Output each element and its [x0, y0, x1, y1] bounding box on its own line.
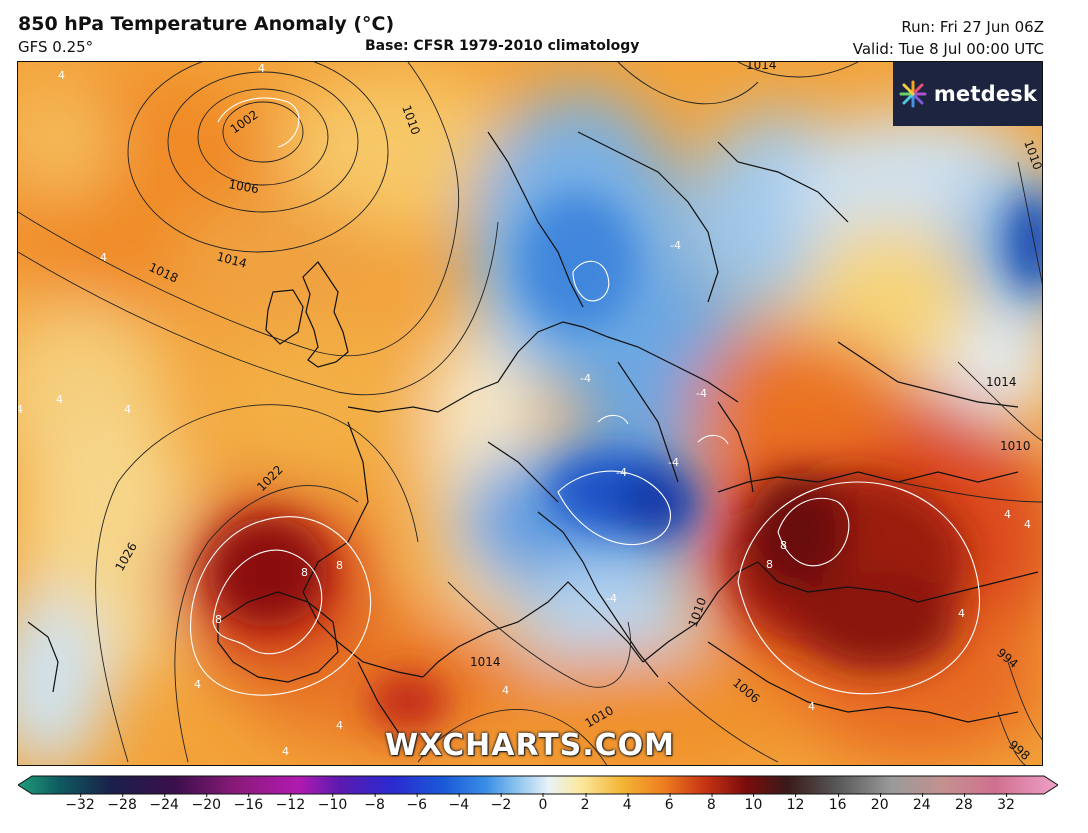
anomaly-label: -4 — [668, 456, 679, 469]
isobar-label: 1010 — [1000, 439, 1031, 453]
anomaly-label: 8 — [336, 559, 343, 572]
anomaly-label: 4 — [18, 403, 23, 416]
colorbar-scale — [18, 775, 1058, 795]
starburst-logo-icon — [899, 80, 927, 108]
colorbar-tick-label: −6 — [406, 793, 428, 813]
colorbar-tick-label: 0 — [538, 793, 548, 813]
anomaly-label: -4 — [580, 372, 591, 385]
colorbar-tick-label: 6 — [664, 793, 674, 813]
isobars — [18, 62, 1042, 765]
colorbar-tick-label: 12 — [786, 793, 805, 813]
header-left: 850 hPa Temperature Anomaly (°C) GFS 0.2… — [18, 12, 394, 57]
colorbar-tick-label: −28 — [107, 793, 137, 813]
anomaly-cores — [208, 192, 1042, 732]
anomaly-label: 8 — [780, 539, 787, 552]
colorbar-tick-label: −24 — [149, 793, 179, 813]
chart-title: 850 hPa Temperature Anomaly (°C) — [18, 13, 395, 35]
wxcharts-watermark: WXCHARTS.COM — [384, 728, 676, 763]
anomaly-contours — [190, 97, 980, 696]
anomaly-label: -4 — [670, 239, 681, 252]
isobar-label: 1014 — [746, 62, 777, 72]
anomaly-label: 4 — [100, 251, 107, 264]
colorbar-tick-label: −12 — [275, 793, 306, 813]
colorbar-tick-label: −16 — [233, 793, 264, 813]
anomaly-label: -4 — [696, 387, 707, 400]
colorbar-tick-label: 4 — [622, 793, 632, 813]
colorbar-tick-label: −32 — [65, 793, 95, 813]
metdesk-logo[interactable]: metdesk — [893, 62, 1042, 126]
isobar-label: 1006 — [227, 177, 260, 196]
colorbar-tick-label: 16 — [828, 793, 847, 813]
anomaly-label: 4 — [282, 745, 289, 758]
colorbar-tick-label: −2 — [490, 793, 512, 813]
anomaly-label: 4 — [958, 607, 965, 620]
climatology-base-label: Base: CFSR 1979-2010 climatology — [365, 38, 640, 54]
anomaly-label: 4 — [808, 700, 815, 713]
anomaly-label: -4 — [606, 592, 617, 605]
colorbar-tick-label: 8 — [706, 793, 716, 813]
colorbar-tick-label: 20 — [870, 793, 889, 813]
anomaly-label: 8 — [301, 566, 308, 579]
anomaly-label: 4 — [502, 684, 509, 697]
map-canvas: 1002 1006 1010 1014 1018 1022 1026 1014 … — [18, 62, 1042, 765]
anomaly-label: 8 — [215, 613, 222, 626]
colorbar-ticks: −32 −28 −24 −20 −16 −12 −10 −8 −6 −4 −2 0 2 4 6 8 10 12 16… — [0, 793, 1088, 819]
colorbar-tick-label: 10 — [744, 793, 763, 813]
colorbar-tick-label: 24 — [912, 793, 931, 813]
header-right: Run: Fri 27 Jun 06Z Valid: Tue 8 Jul 00:… — [853, 16, 1044, 60]
colorbar-tick-label: 28 — [954, 793, 973, 813]
coastlines — [27, 131, 1039, 753]
colorbar-tick-label: −10 — [317, 793, 348, 813]
colorbar-tick-label: 32 — [997, 793, 1015, 813]
colorbar-tick-label: 2 — [580, 793, 590, 813]
anomaly-map[interactable]: 1002 1006 1010 1014 1018 1022 1026 1014 … — [17, 61, 1043, 766]
anomaly-field — [18, 72, 1042, 765]
anomaly-label: 4 — [258, 62, 265, 75]
anomaly-label: 4 — [194, 678, 201, 691]
anomaly-label: 8 — [766, 558, 773, 571]
anomaly-label: 4 — [58, 69, 65, 82]
valid-time-label: Valid: Tue 8 Jul 00:00 UTC — [852, 40, 1044, 58]
anomaly-labels: 4 4 4 4 4 4 -4 -4 -4 -4 -4 -4 -4 8 8 8 8… — [18, 62, 1031, 758]
run-label: Run: Fri 27 Jun 06Z — [901, 18, 1044, 36]
anomaly-label: 4 — [1004, 508, 1011, 521]
anomaly-label: 4 — [124, 403, 131, 416]
colorbar-tick-label: −20 — [191, 793, 222, 813]
anomaly-label: 4 — [1024, 518, 1031, 531]
anomaly-label: -4 — [616, 466, 627, 479]
anomaly-label: 4 — [336, 719, 343, 732]
colorbar-tick-label: −8 — [364, 793, 385, 813]
anomaly-label: 4 — [56, 393, 63, 406]
isobar-label: 1014 — [470, 655, 501, 669]
colorbar — [18, 775, 1058, 795]
isobar-label: 1014 — [986, 375, 1017, 389]
colorbar-tick-label: −4 — [448, 793, 470, 813]
model-label: GFS 0.25° — [18, 38, 94, 56]
metdesk-logo-text: metdesk — [933, 82, 1038, 106]
